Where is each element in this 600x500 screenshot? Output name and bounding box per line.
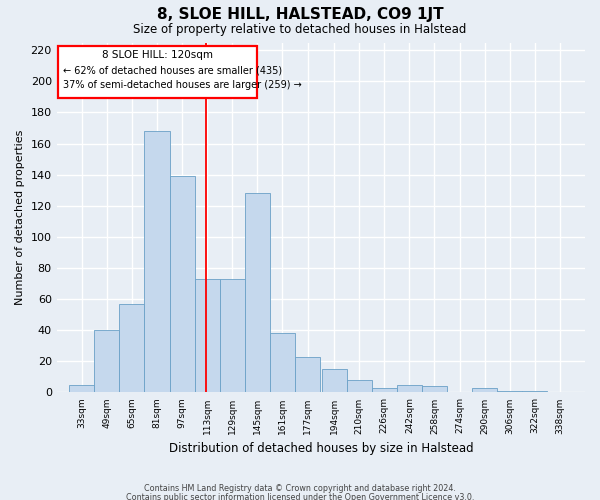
Y-axis label: Number of detached properties: Number of detached properties xyxy=(15,130,25,305)
Bar xyxy=(347,380,372,392)
Bar xyxy=(245,194,270,392)
Bar xyxy=(497,391,522,392)
Text: 8 SLOE HILL: 120sqm: 8 SLOE HILL: 120sqm xyxy=(102,50,213,60)
Text: 37% of semi-detached houses are larger (259) →: 37% of semi-detached houses are larger (… xyxy=(63,80,302,90)
Bar xyxy=(522,391,547,392)
FancyBboxPatch shape xyxy=(58,46,257,98)
Text: Size of property relative to detached houses in Halstead: Size of property relative to detached ho… xyxy=(133,22,467,36)
Text: ← 62% of detached houses are smaller (435): ← 62% of detached houses are smaller (43… xyxy=(63,65,282,75)
Bar xyxy=(372,388,397,392)
Bar xyxy=(397,384,422,392)
Bar xyxy=(422,386,447,392)
Bar xyxy=(145,131,170,392)
Bar xyxy=(194,279,220,392)
Bar xyxy=(270,334,295,392)
Bar xyxy=(295,356,320,392)
Bar xyxy=(170,176,194,392)
Bar xyxy=(322,369,347,392)
X-axis label: Distribution of detached houses by size in Halstead: Distribution of detached houses by size … xyxy=(169,442,473,455)
Text: Contains HM Land Registry data © Crown copyright and database right 2024.: Contains HM Land Registry data © Crown c… xyxy=(144,484,456,493)
Bar xyxy=(119,304,145,392)
Text: 8, SLOE HILL, HALSTEAD, CO9 1JT: 8, SLOE HILL, HALSTEAD, CO9 1JT xyxy=(157,8,443,22)
Text: Contains public sector information licensed under the Open Government Licence v3: Contains public sector information licen… xyxy=(126,492,474,500)
Bar xyxy=(472,388,497,392)
Bar xyxy=(69,384,94,392)
Bar xyxy=(220,279,245,392)
Bar xyxy=(94,330,119,392)
